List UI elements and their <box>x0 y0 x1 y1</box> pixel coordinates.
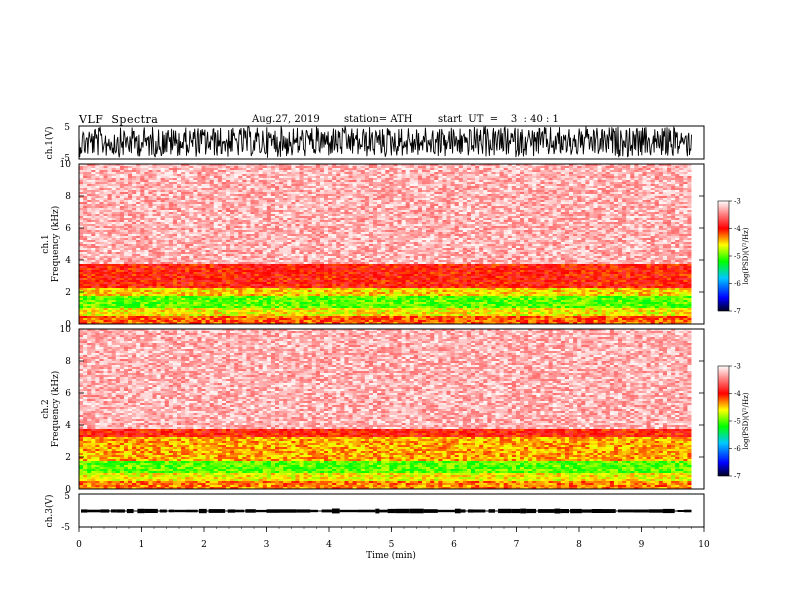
ch1-spectrogram-image <box>79 164 704 324</box>
time-tick-label: 7 <box>514 540 520 550</box>
ch2-colorbar: -3 -4 -5 -6 -7 log(PSD)(V²/Hz) <box>718 363 750 481</box>
ch2-colorbar-ticks: -3 -4 -5 -6 -7 <box>729 363 741 481</box>
ch2-colorbar-tick-label: -7 <box>734 473 741 481</box>
ch1-colorbar-ticks: -3 -4 -5 -6 -7 <box>729 198 741 316</box>
ch3-ytick-top: 5 <box>64 492 70 502</box>
ch2-colorbar-label: log(PSD)(V²/Hz) <box>742 392 750 449</box>
time-tick-label: 3 <box>264 540 270 550</box>
ch1-freq-ytick-label: 6 <box>65 224 71 234</box>
time-tick-label: 1 <box>139 540 145 550</box>
ch1-colorbar-tick-label: -4 <box>734 225 741 233</box>
ch1-ylabel-channel: ch.1 <box>41 234 51 253</box>
ch3-panel: 5 -5 ch.3(V) 0 1 2 3 4 5 6 7 8 9 10 Time (min) <box>44 492 710 561</box>
ch1-freq-ytick-label: 10 <box>60 160 72 170</box>
ch2-ylabel-channel: ch.2 <box>41 399 51 418</box>
ch2-colorbar-tick-label: -4 <box>734 390 741 398</box>
time-axis-ticks: 0 1 2 3 4 5 6 7 8 9 10 <box>76 527 710 550</box>
ch2-freq-ytick-label: 8 <box>65 357 71 367</box>
ch2-colorbar-tick-label: -6 <box>734 445 741 453</box>
ch1-colorbar-tick-label: -5 <box>734 253 741 261</box>
ch1-colorbar-tick-label: -6 <box>734 280 741 288</box>
ch2-colorbar-tick-label: -3 <box>734 363 741 371</box>
ch1-colorbar-tick-label: -7 <box>734 308 741 316</box>
ch2-colorbar-tick-label: -5 <box>734 418 741 426</box>
ch1-waveform-line <box>79 126 692 158</box>
time-tick-label: 2 <box>201 540 207 550</box>
time-tick-label: 6 <box>451 540 457 550</box>
time-tick-label: 4 <box>326 540 332 550</box>
ch3-ytick-bottom: -5 <box>61 523 70 533</box>
ch2-spectrogram-image <box>79 329 704 489</box>
ch2-freq-ytick-label: 2 <box>65 453 71 463</box>
ch1-ylabel: ch.1(V) <box>44 127 55 160</box>
ch3-ylabel: ch.3(V) <box>44 495 55 528</box>
time-tick-label: 8 <box>576 540 582 550</box>
time-tick-label: 0 <box>76 540 82 550</box>
time-tick-label: 5 <box>389 540 395 550</box>
ch1-freq-ytick-label: 4 <box>65 256 71 266</box>
ch1-waveform-panel: 5 -5 ch.1(V) <box>44 123 704 164</box>
time-tick-label: 10 <box>698 540 710 550</box>
ch2-ylabel-frequency: Frequency (kHz) <box>50 371 61 448</box>
time-tick-label: 9 <box>639 540 645 550</box>
ch1-colorbar-tick-label: -3 <box>734 198 741 206</box>
time-axis-label: Time (min) <box>366 550 416 561</box>
ch1-ylabel-frequency: Frequency (kHz) <box>50 206 61 283</box>
ch1-ytick-top: 5 <box>64 123 70 133</box>
ch1-colorbar: -3 -4 -5 -6 -7 log(PSD)(V²/Hz) <box>718 198 750 316</box>
ch1-colorbar-label: log(PSD)(V²/Hz) <box>742 227 750 284</box>
ch2-freq-ytick-label: 6 <box>65 389 71 399</box>
vlf-figure: 5 -5 ch.1(V) 0 2 4 6 8 10 ch.1 Frequency (kHz… <box>0 0 792 612</box>
ch1-freq-ytick-label: 2 <box>65 288 71 298</box>
ch2-freq-ytick-label: 4 <box>65 421 71 431</box>
ch2-freq-ytick-label: 10 <box>60 325 72 335</box>
ch1-freq-ytick-label: 8 <box>65 192 71 202</box>
ch1-waveform-trace <box>79 126 692 158</box>
ch3-trace <box>81 509 692 514</box>
